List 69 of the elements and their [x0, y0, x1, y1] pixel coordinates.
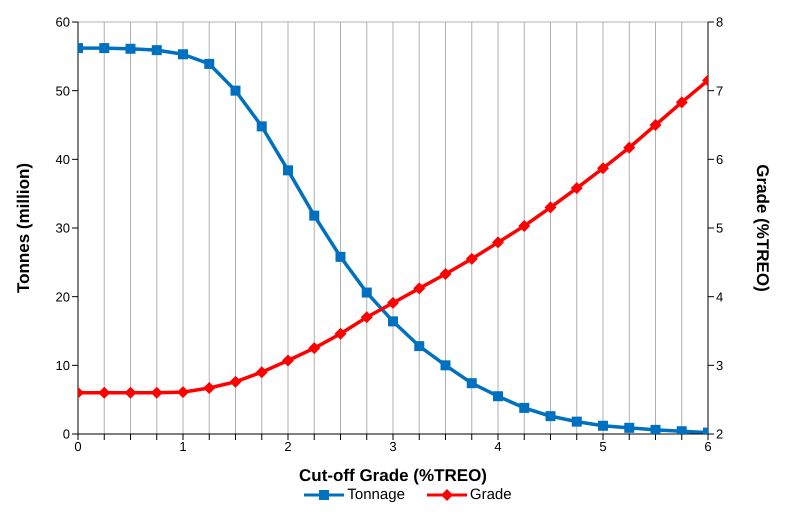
point	[256, 121, 267, 132]
point	[282, 354, 294, 367]
point	[546, 411, 556, 422]
legend-label: Tonnage	[346, 486, 405, 503]
y-axis-title: Tonnes (million)	[14, 162, 34, 294]
point	[676, 96, 688, 108]
y2-tick-label: 8	[716, 14, 724, 30]
y-tick-label: 0	[62, 426, 70, 442]
y2-tick-label: 2	[716, 426, 724, 442]
x-axis-title: Cut-off Grade (%TREO)	[299, 466, 487, 485]
x-tick-label: 2	[284, 439, 292, 454]
x-tick-label: 6	[704, 439, 712, 454]
point	[623, 142, 636, 154]
point	[203, 382, 216, 394]
point	[152, 45, 162, 56]
point	[413, 282, 426, 294]
point	[492, 236, 504, 248]
point	[440, 268, 452, 280]
point	[598, 420, 608, 431]
point	[126, 44, 136, 54]
point	[178, 49, 188, 60]
point	[544, 201, 556, 214]
y-tick-label: 40	[56, 152, 70, 167]
point	[124, 386, 136, 399]
point	[466, 252, 478, 265]
point	[388, 316, 398, 326]
point	[336, 252, 346, 262]
y-tick-label: 10	[56, 358, 70, 373]
point	[334, 328, 346, 340]
point	[572, 416, 582, 427]
y-tick-label: 20	[56, 289, 70, 304]
y2-tick-label: 7	[716, 83, 724, 98]
point	[177, 386, 189, 398]
point	[650, 119, 662, 131]
point	[283, 165, 293, 176]
x-tick-label: 0	[74, 439, 82, 454]
x-tick-label: 4	[494, 439, 502, 454]
point	[360, 311, 373, 324]
point	[256, 366, 268, 378]
point	[650, 424, 660, 434]
y2-tick-label: 5	[716, 220, 724, 236]
x-tick-label: 5	[599, 439, 607, 454]
point	[414, 341, 424, 352]
point	[308, 342, 320, 354]
point	[309, 210, 320, 221]
point	[204, 58, 214, 69]
y2-tick-label: 4	[716, 289, 724, 304]
y2-tick-label: 3	[716, 358, 724, 373]
point	[230, 86, 240, 96]
y2-tick-label: 6	[716, 152, 724, 167]
y-tick-label: 50	[56, 83, 70, 98]
y2-axis-title: Grade (%TREO)	[752, 164, 772, 292]
point	[387, 296, 399, 309]
point	[519, 402, 530, 413]
point	[99, 43, 110, 54]
point	[624, 422, 634, 433]
x-tick-label: 3	[389, 439, 397, 454]
y-tick-label: 60	[56, 14, 70, 30]
point	[570, 182, 583, 194]
point	[597, 162, 609, 174]
point	[493, 391, 503, 402]
point	[362, 288, 372, 298]
point	[440, 360, 450, 370]
x-tick-label: 1	[179, 439, 187, 454]
point	[230, 376, 242, 388]
point	[518, 220, 530, 232]
y-tick-label: 30	[56, 220, 70, 236]
legend-label: Grade	[468, 486, 512, 503]
point	[466, 378, 477, 388]
